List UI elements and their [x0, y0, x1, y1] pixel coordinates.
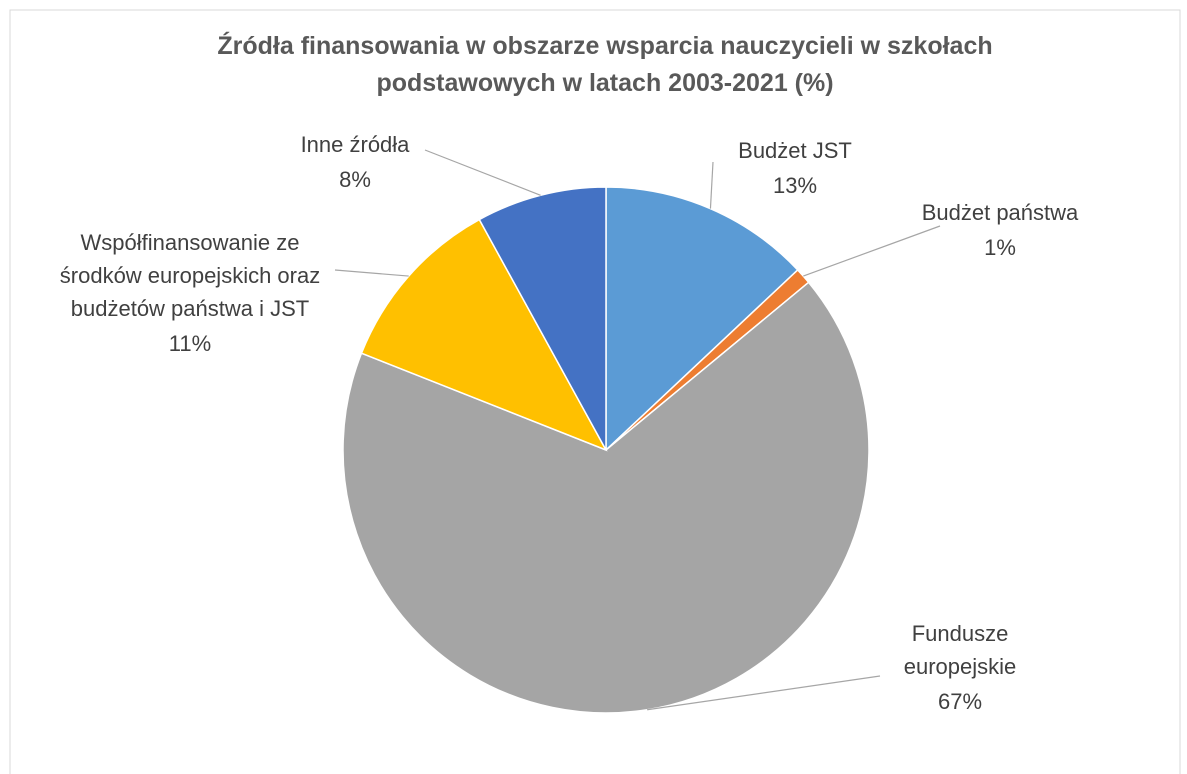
value-label: 1%	[984, 235, 1016, 260]
text-line: Budżet JST	[738, 138, 852, 163]
leader-line	[424, 149, 541, 196]
text-line: Budżet państwa	[922, 200, 1079, 225]
text-line: środków europejskich oraz	[60, 263, 320, 288]
leader-line	[647, 675, 881, 711]
text-line: europejskie	[904, 654, 1017, 679]
text-line: budżetów państwa i JST	[71, 296, 309, 321]
text-line: podstawowych w latach 2003-2021 (%)	[376, 69, 833, 97]
leader-line	[709, 161, 714, 209]
text-line: Fundusze	[912, 621, 1009, 646]
category-label: Budżet JST	[738, 138, 852, 163]
value-label: 13%	[773, 173, 817, 198]
leader-line	[803, 225, 941, 277]
category-label: Fundusze europejskie	[904, 621, 1017, 679]
pie-slice	[478, 186, 607, 451]
category-label: Współfinansowanie ze środków europejskich…	[60, 230, 320, 321]
text-line: Współfinansowanie ze	[81, 230, 300, 255]
value-label: 11%	[169, 331, 211, 356]
value-label: 67%	[938, 689, 982, 714]
chart-title: Źródła finansowania w obszarze wsparcia …	[217, 31, 992, 97]
text-line: Źródła finansowania w obszarze wsparcia …	[217, 31, 992, 60]
text-line: Inne źródła	[301, 132, 411, 157]
category-label: Inne źródła	[301, 132, 411, 157]
value-label: 8%	[339, 167, 371, 192]
leader-line	[334, 269, 409, 277]
pie-slice	[360, 218, 608, 452]
category-label: Budżet państwa	[922, 200, 1079, 225]
